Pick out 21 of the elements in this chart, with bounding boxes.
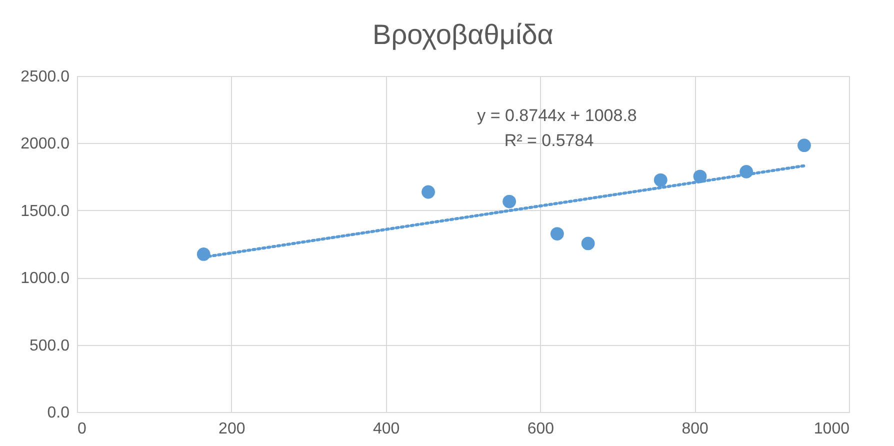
- point: [581, 236, 595, 250]
- x-tick-label: 1000: [814, 420, 850, 438]
- annotation: y = 0.8744x + 1008.8: [477, 106, 637, 125]
- x-tick-label: 200: [218, 420, 246, 438]
- annotation: R² = 0.5784: [504, 131, 594, 150]
- point: [502, 194, 516, 208]
- y-tick-label: 1000.0: [20, 270, 70, 288]
- x-tick-label: 600: [527, 420, 554, 438]
- point: [654, 173, 668, 187]
- y-tick-label: 500.0: [29, 337, 70, 354]
- x-tick-label: 400: [372, 420, 400, 438]
- y-tick-label: 2000.0: [20, 136, 70, 153]
- y-tick-label: 2500.0: [20, 68, 70, 86]
- point: [798, 138, 811, 152]
- y-tick-label: 0.0: [47, 404, 70, 422]
- y-tick-label: 1500.0: [20, 202, 70, 220]
- x-tick-label: 800: [682, 420, 709, 438]
- x-tick-label: 0: [78, 420, 86, 438]
- point: [422, 185, 435, 199]
- point: [550, 227, 564, 240]
- chart-title: Βροχοβαθμίδα: [372, 19, 554, 50]
